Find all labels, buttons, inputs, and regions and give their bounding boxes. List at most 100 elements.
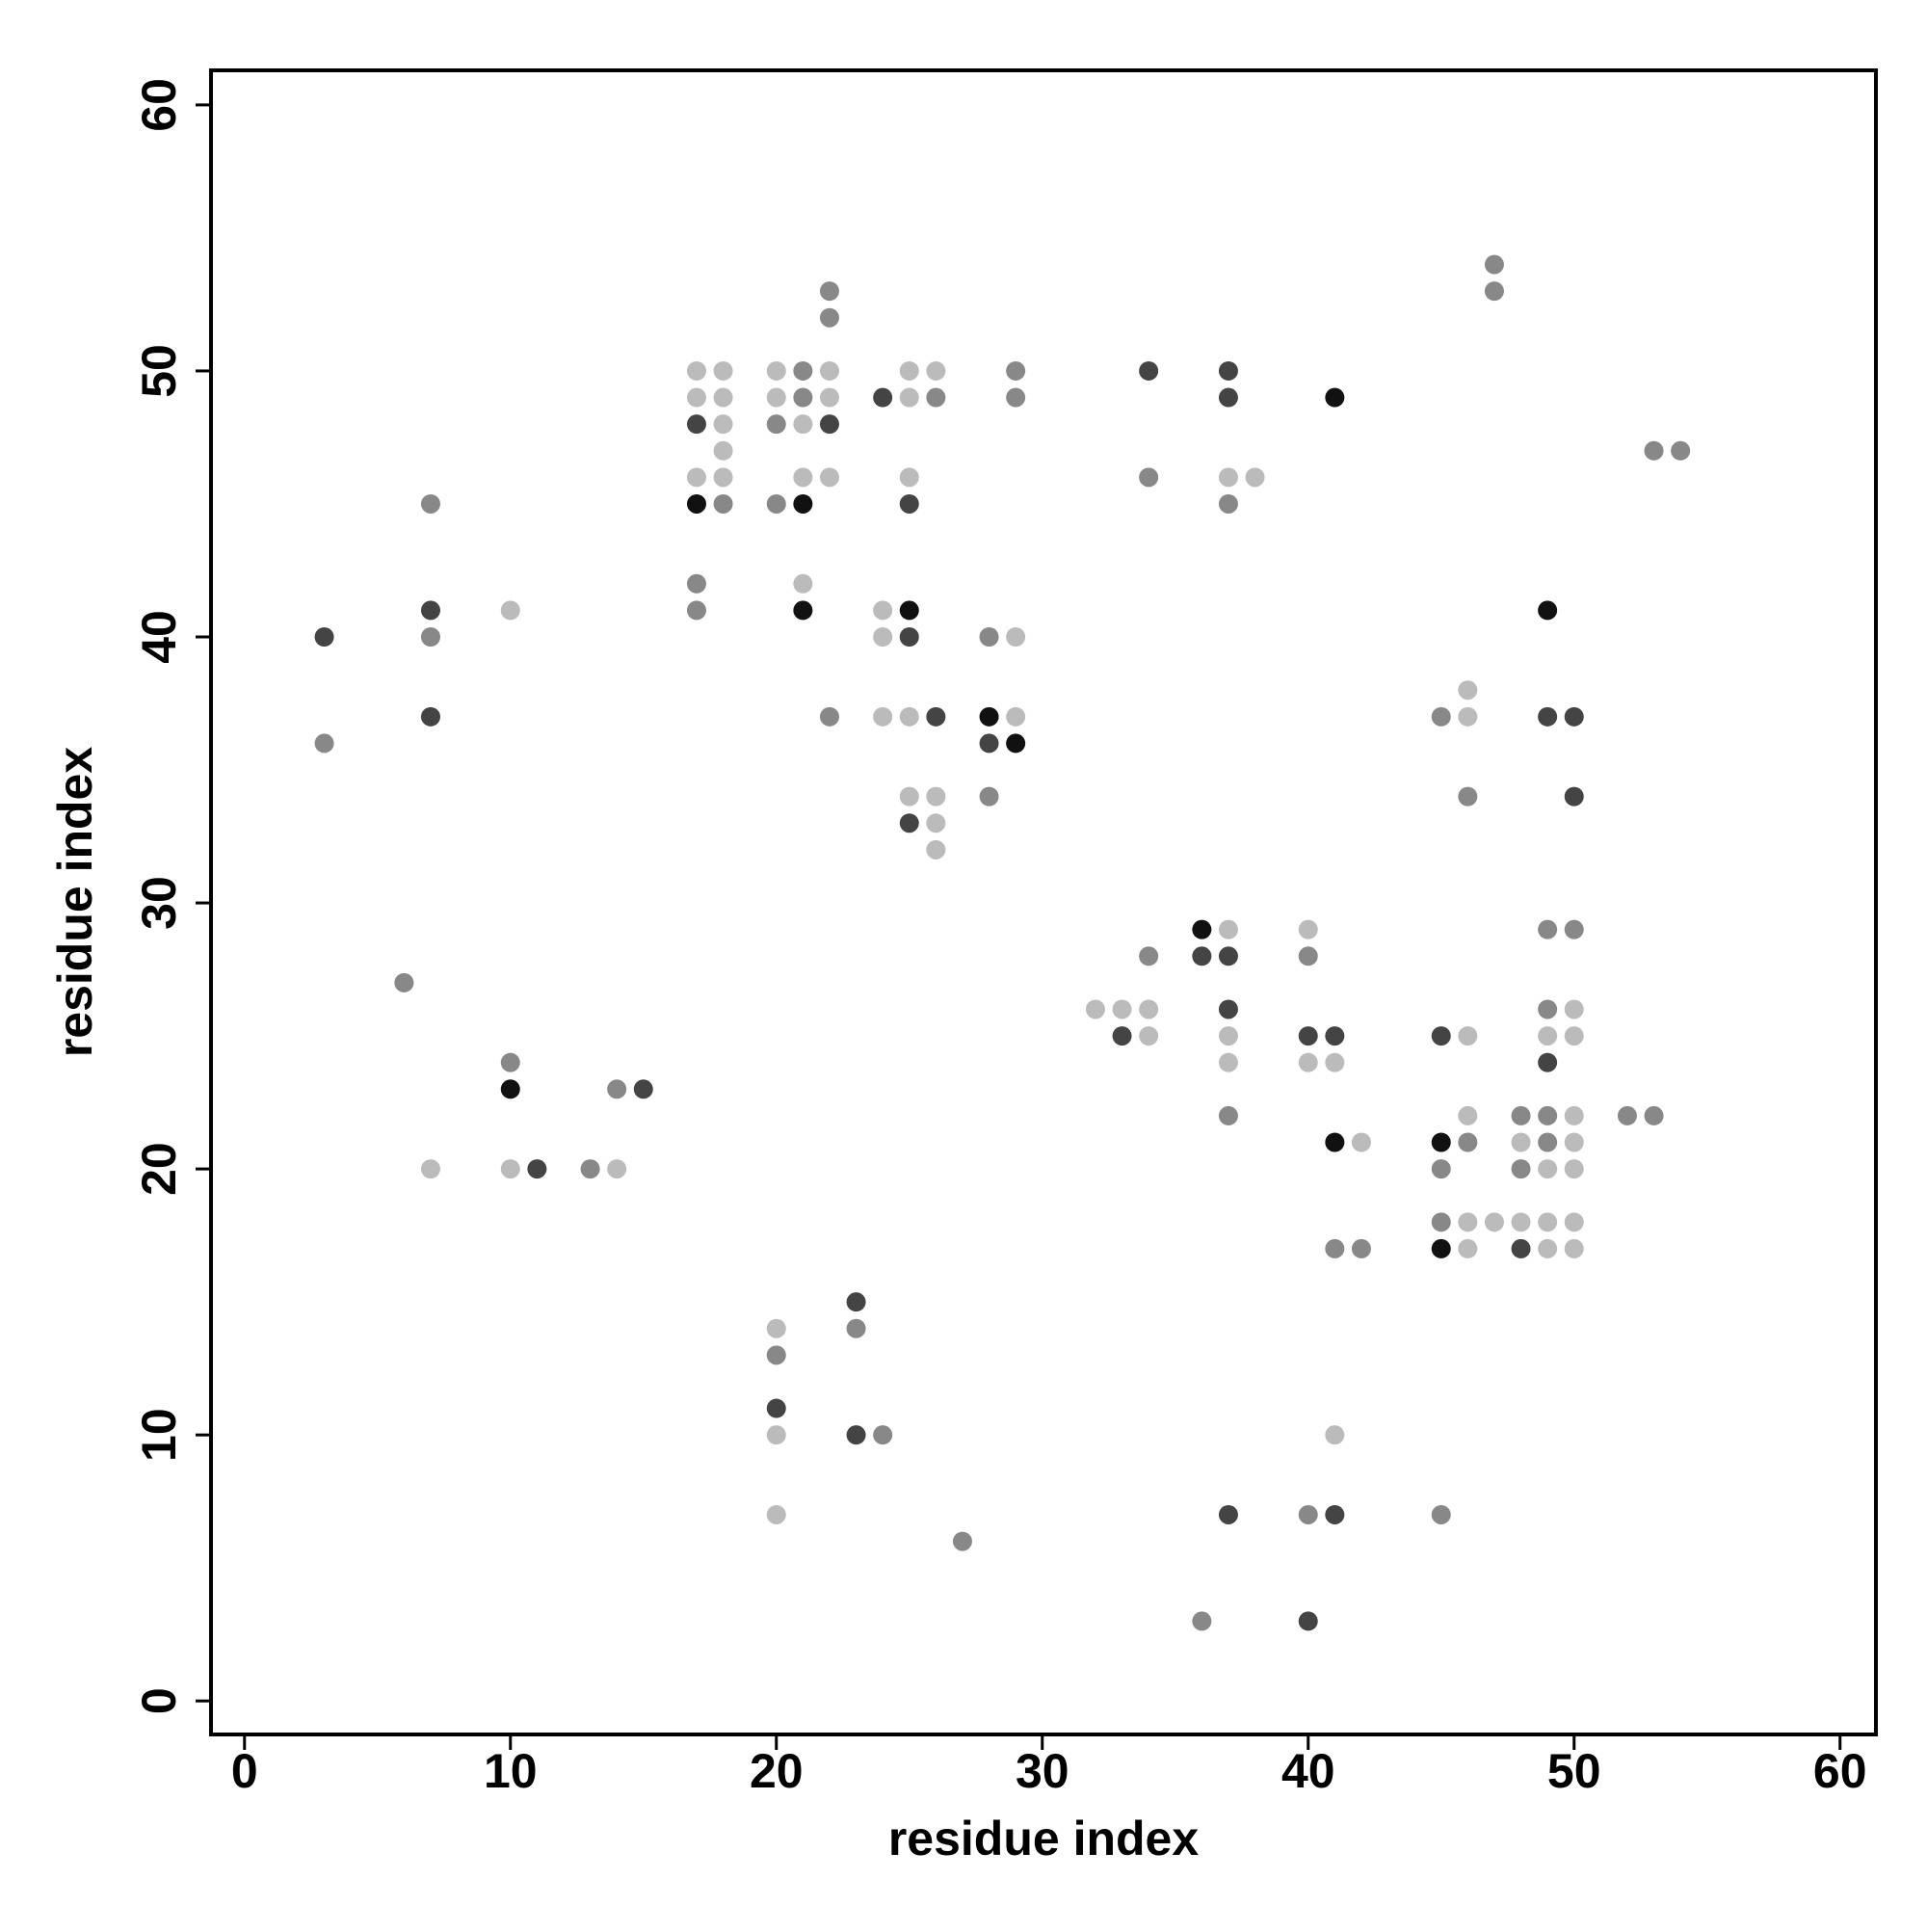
point: [1218, 1105, 1238, 1125]
point: [979, 733, 999, 754]
point: [1564, 1159, 1584, 1179]
point: [500, 1079, 520, 1099]
point: [873, 1425, 893, 1445]
point: [873, 706, 893, 727]
point: [420, 1159, 440, 1179]
point: [1644, 440, 1664, 461]
point: [926, 786, 946, 807]
point: [1006, 733, 1026, 754]
point: [500, 1159, 520, 1179]
point: [420, 493, 440, 514]
point: [1538, 919, 1558, 940]
point: [1511, 1212, 1531, 1232]
y-tick-label: 30: [132, 876, 186, 930]
point: [766, 1425, 786, 1445]
point: [766, 414, 786, 435]
y-tick-label: 20: [132, 1142, 186, 1196]
point: [1644, 1105, 1664, 1125]
plot-frame: [209, 68, 1878, 1736]
point: [766, 387, 786, 408]
point: [1139, 467, 1159, 488]
point: [766, 1504, 786, 1524]
point: [1511, 1159, 1531, 1179]
point: [979, 706, 999, 727]
point: [1484, 1212, 1504, 1232]
point: [1538, 1132, 1558, 1152]
point: [1538, 1105, 1558, 1125]
point: [819, 414, 839, 435]
point: [1351, 1238, 1371, 1258]
point: [1218, 999, 1238, 1019]
point: [1458, 680, 1478, 701]
point: [1564, 1026, 1584, 1046]
point: [1458, 1026, 1478, 1046]
point: [979, 786, 999, 807]
point: [899, 626, 919, 647]
point: [1325, 1132, 1345, 1152]
point: [1139, 1026, 1159, 1046]
point: [793, 573, 813, 594]
point: [926, 360, 946, 381]
point: [1325, 1238, 1345, 1258]
point: [793, 414, 813, 435]
point: [686, 573, 706, 594]
y-tick-label: 50: [132, 344, 186, 398]
point: [1218, 1052, 1238, 1072]
point: [500, 1052, 520, 1072]
x-axis-title: residue index: [888, 1812, 1200, 1866]
point: [899, 493, 919, 514]
x-tick-label: 60: [1813, 1744, 1867, 1798]
point: [1218, 1504, 1238, 1524]
y-tick-label: 60: [132, 78, 186, 132]
point: [819, 706, 839, 727]
point: [686, 414, 706, 435]
point: [793, 387, 813, 408]
point: [1431, 1026, 1451, 1046]
point: [1538, 1052, 1558, 1072]
point: [633, 1079, 653, 1099]
point: [1006, 387, 1026, 408]
y-axis-title: residue index: [48, 747, 102, 1058]
point: [1458, 706, 1478, 727]
point: [846, 1318, 866, 1338]
point: [766, 1398, 786, 1418]
point: [952, 1531, 972, 1551]
point: [1006, 626, 1026, 647]
point: [1564, 919, 1584, 940]
point: [1511, 1132, 1531, 1152]
point: [580, 1159, 600, 1179]
point: [1564, 1132, 1584, 1152]
point: [1431, 1504, 1451, 1524]
x-tick-label: 50: [1547, 1744, 1601, 1798]
point: [793, 467, 813, 488]
point: [1538, 1159, 1558, 1179]
point: [873, 600, 893, 621]
point: [1564, 786, 1584, 807]
point: [686, 360, 706, 381]
point: [1564, 706, 1584, 727]
point: [819, 307, 839, 328]
point: [1538, 1026, 1558, 1046]
point: [1298, 1026, 1318, 1046]
point: [1484, 281, 1504, 302]
point: [846, 1292, 866, 1312]
point: [1006, 706, 1026, 727]
point: [607, 1079, 627, 1099]
point: [420, 600, 440, 621]
point: [873, 626, 893, 647]
point: [1218, 467, 1238, 488]
point: [899, 600, 919, 621]
point: [793, 493, 813, 514]
point: [686, 467, 706, 488]
point: [1538, 706, 1558, 727]
point: [1484, 254, 1504, 275]
x-tick-label: 40: [1281, 1744, 1335, 1798]
point: [1325, 1504, 1345, 1524]
point: [1458, 786, 1478, 807]
point: [926, 813, 946, 834]
point: [846, 1425, 866, 1445]
point: [1458, 1132, 1478, 1152]
point: [1564, 999, 1584, 1019]
point: [1218, 360, 1238, 381]
